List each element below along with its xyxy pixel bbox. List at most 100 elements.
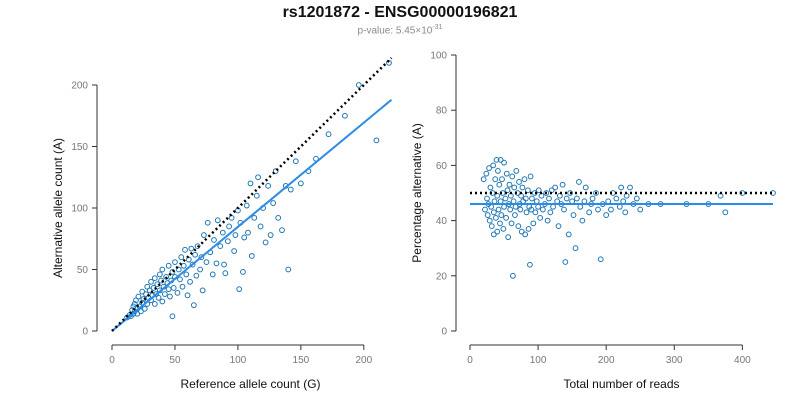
data-point	[518, 228, 525, 235]
data-point	[151, 275, 158, 282]
data-point	[201, 232, 207, 238]
data-point	[243, 202, 250, 209]
data-point	[247, 180, 254, 187]
data-point	[231, 248, 238, 254]
data-point	[253, 192, 260, 199]
x-tick-label: 150	[293, 355, 310, 366]
data-point	[487, 184, 494, 191]
data-point	[519, 184, 526, 191]
data-point	[190, 302, 197, 309]
y-tick-label: 0	[441, 327, 447, 338]
y-tick-label: 40	[436, 216, 448, 227]
data-point	[722, 209, 729, 216]
y-tick-label: 50	[77, 265, 89, 276]
data-point	[151, 301, 158, 307]
data-point	[224, 238, 231, 245]
data-point	[178, 254, 185, 261]
data-point	[165, 262, 172, 269]
data-point	[497, 198, 504, 205]
data-point	[486, 217, 493, 224]
data-point	[567, 190, 573, 196]
data-point	[169, 313, 176, 320]
data-point	[502, 195, 509, 202]
data-point	[228, 214, 235, 221]
data-point	[525, 225, 532, 232]
x-axis-title: Reference allele count (G)	[180, 377, 320, 391]
data-point	[159, 266, 166, 273]
y-tick-label: 150	[71, 142, 88, 153]
data-point	[616, 203, 623, 210]
data-point	[222, 270, 229, 277]
x-axis-title: Total number of reads	[563, 377, 679, 391]
data-point	[522, 231, 529, 238]
data-point	[613, 195, 620, 202]
data-point	[257, 223, 264, 230]
data-point	[167, 293, 173, 300]
data-point	[194, 243, 201, 250]
data-point	[510, 198, 517, 205]
data-point	[275, 214, 282, 221]
x-tick-label: 50	[169, 355, 181, 366]
x-tick-label: 100	[530, 355, 547, 366]
data-point	[211, 237, 217, 243]
data-point	[505, 234, 512, 241]
data-point	[561, 206, 567, 213]
data-point	[193, 272, 200, 279]
data-point	[595, 206, 601, 213]
data-point	[180, 262, 187, 269]
allele-count-scatter-panel: 0 50 100 150 200 0 50 100 150 200 Reference allele…	[51, 57, 393, 391]
data-point	[537, 214, 544, 221]
data-point	[488, 223, 495, 230]
data-point	[582, 184, 589, 191]
y-tick-label: 100	[430, 51, 447, 62]
chart-subtitle: p-value: 5.45×10-31	[0, 24, 800, 36]
data-point	[495, 206, 502, 213]
data-point	[535, 187, 542, 194]
data-point	[739, 190, 746, 196]
data-point	[493, 156, 500, 163]
data-point	[597, 256, 604, 263]
pvalue-text: p-value: 5.45×10	[357, 25, 433, 37]
data-point	[503, 170, 510, 177]
data-point	[490, 162, 497, 169]
data-point	[572, 245, 579, 252]
data-point	[547, 209, 554, 216]
data-point	[183, 271, 190, 278]
data-point	[262, 239, 269, 246]
data-point	[497, 156, 504, 163]
data-point	[529, 195, 535, 202]
data-point	[593, 190, 599, 196]
x-tick-label: 300	[666, 355, 683, 366]
data-point	[156, 271, 163, 278]
data-point	[532, 209, 539, 216]
data-point	[161, 291, 168, 298]
data-point	[492, 176, 499, 183]
data-point	[504, 187, 511, 194]
data-point	[552, 184, 559, 191]
data-point	[618, 184, 625, 191]
data-point	[187, 278, 193, 285]
data-point	[574, 195, 580, 202]
data-point	[508, 220, 515, 227]
y-tick-label: 60	[436, 161, 448, 172]
data-point	[488, 203, 495, 210]
data-point	[165, 286, 172, 293]
data-point	[494, 192, 501, 199]
data-point	[158, 277, 165, 284]
data-point	[527, 261, 533, 268]
data-point	[174, 289, 181, 296]
data-point	[524, 187, 531, 194]
data-point	[589, 195, 596, 202]
fit-line	[111, 98, 393, 332]
data-point	[236, 286, 243, 293]
data-point	[482, 206, 488, 213]
y-tick-label: 80	[436, 106, 448, 117]
data-point	[251, 214, 258, 221]
data-point	[570, 212, 577, 218]
data-point	[179, 283, 186, 290]
data-point	[199, 287, 206, 294]
data-point	[509, 272, 516, 279]
data-point	[197, 266, 204, 273]
data-point	[217, 243, 224, 250]
